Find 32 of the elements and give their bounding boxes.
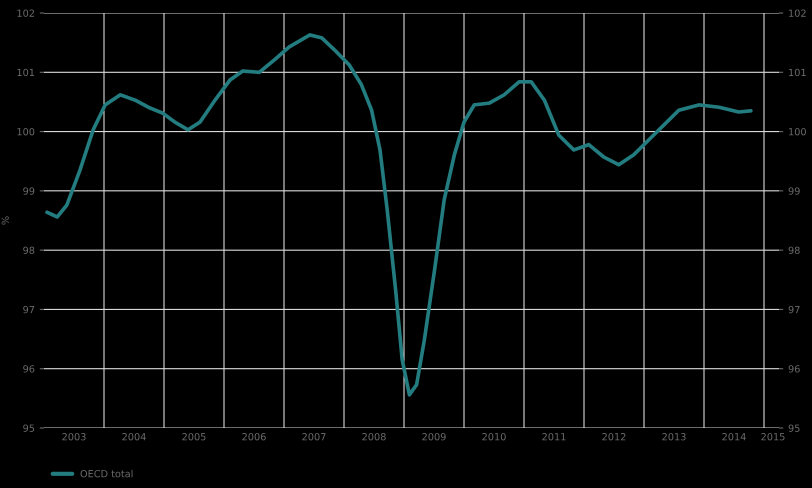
x-tick-label: 2005 xyxy=(182,433,206,440)
x-tick-label: 2004 xyxy=(122,433,146,440)
y-axis-title: % xyxy=(2,216,9,225)
y2-tick-label: 100 xyxy=(789,128,806,136)
y-tick-label: 96 xyxy=(23,365,34,373)
x-tick-label: 2015 xyxy=(761,433,785,440)
y2-tick-label: 99 xyxy=(788,187,800,195)
x-tick-label: 2007 xyxy=(302,433,326,440)
x-tick-label: 2006 xyxy=(242,433,266,440)
y2-tick-label: 102 xyxy=(789,9,806,17)
x-tick-label: 2009 xyxy=(422,433,446,440)
legend-label: OECD total xyxy=(80,470,132,478)
y-tick-label: 99 xyxy=(23,187,34,195)
y2-tick-label: 98 xyxy=(788,246,800,254)
x-tick-label: 2010 xyxy=(482,433,506,440)
y2-tick-label: 95 xyxy=(788,424,800,432)
x-tick-label: 2011 xyxy=(542,433,566,440)
y-tick-label: 101 xyxy=(17,68,34,76)
y-tick-label: 100 xyxy=(17,128,34,136)
y2-tick-label: 96 xyxy=(788,365,800,373)
x-tick-label: 2008 xyxy=(362,433,386,440)
y2-tick-label: 97 xyxy=(788,306,800,314)
line-series xyxy=(45,33,753,397)
x-tick-label: 2013 xyxy=(662,433,686,440)
y-tick-label: 97 xyxy=(23,306,34,314)
y-tick-label: 95 xyxy=(23,424,34,432)
y2-tick-label: 101 xyxy=(789,68,806,76)
x-tick-label: 2014 xyxy=(722,433,746,440)
x-tick-label: 2012 xyxy=(602,433,626,440)
y-tick-label: 102 xyxy=(17,9,34,17)
x-tick-label: 2003 xyxy=(62,433,86,440)
y-tick-label: 98 xyxy=(23,246,34,254)
